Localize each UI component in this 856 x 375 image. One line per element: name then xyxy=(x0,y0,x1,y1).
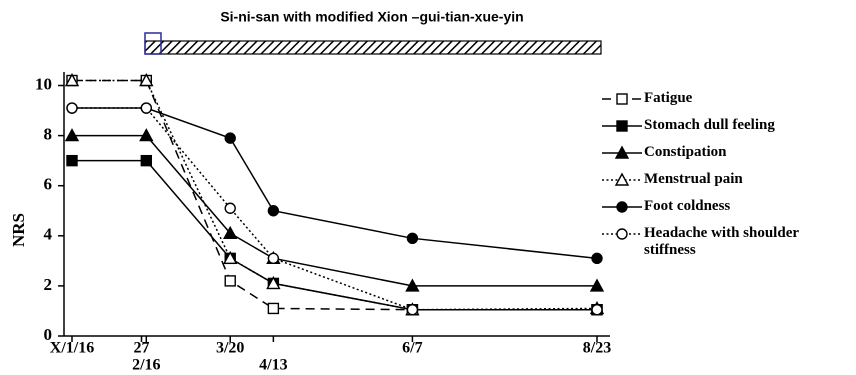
marker xyxy=(591,252,603,265)
marker xyxy=(224,132,236,144)
series-line xyxy=(72,79,598,311)
marker xyxy=(223,250,238,265)
legend-entry: Constipation xyxy=(600,142,856,169)
y-tick-label: 0 xyxy=(44,325,53,344)
treatment-start xyxy=(144,32,162,55)
legend-swatch xyxy=(602,145,642,159)
legend-entry: Foot coldness xyxy=(600,196,856,223)
marker xyxy=(406,303,419,316)
y-tick-label: 4 xyxy=(44,225,53,244)
marker xyxy=(267,205,280,217)
y-tick-label: 2 xyxy=(44,275,53,294)
legend-label: Fatigue xyxy=(644,90,693,106)
marker xyxy=(64,73,80,87)
marker xyxy=(591,303,603,316)
chart-title: Si-ni-san with modified Xion –gui-tian-x… xyxy=(220,9,523,25)
marker xyxy=(616,201,628,213)
series-line xyxy=(72,107,597,311)
y-tick-label: 8 xyxy=(44,125,53,144)
y-tick-label: 6 xyxy=(44,175,53,194)
marker xyxy=(140,154,153,167)
x-tick-label: 8/23 xyxy=(583,340,611,357)
legend-label: Headache with shoulder stiffness xyxy=(644,225,799,258)
legend-label: Constipation xyxy=(644,144,727,160)
legend-entry: Fatigue xyxy=(600,88,856,115)
series-line xyxy=(72,107,598,260)
y-tick-label: 10 xyxy=(35,74,52,93)
legend-swatch xyxy=(602,93,642,105)
x-tick-label: X/1/16 xyxy=(50,340,94,357)
marker xyxy=(267,302,280,315)
marker xyxy=(139,128,154,142)
marker xyxy=(66,102,78,114)
series-line xyxy=(72,79,597,311)
legend-swatch xyxy=(602,172,642,186)
marker xyxy=(616,120,628,132)
legend-label: Foot coldness xyxy=(644,198,731,214)
marker xyxy=(266,275,281,290)
marker xyxy=(614,172,630,186)
legend-entry: Menstrual pain xyxy=(600,169,856,196)
marker xyxy=(267,252,280,265)
legend: Fatigue Stomach dull feeling Constipation M… xyxy=(600,88,856,258)
marker xyxy=(64,128,80,142)
legend-swatch xyxy=(602,120,642,132)
x-tick-label: 2/16 xyxy=(132,357,160,374)
legend-label: Stomach dull feeling xyxy=(644,117,775,133)
x-tick-label: 3/20 xyxy=(216,340,244,357)
legend-entry: Headache with shoulder stiffness xyxy=(600,223,856,258)
marker xyxy=(406,232,419,245)
marker xyxy=(616,228,628,240)
y-axis-label: NRS xyxy=(9,213,28,247)
marker xyxy=(589,278,605,292)
marker xyxy=(140,102,153,114)
legend-entry: Stomach dull feeling xyxy=(600,115,856,142)
series-line xyxy=(72,159,597,311)
marker xyxy=(224,202,236,214)
marker xyxy=(405,278,420,292)
legend-label: Menstrual pain xyxy=(644,171,743,187)
x-tick-label: 27 xyxy=(134,340,150,357)
marker xyxy=(224,275,236,287)
x-tick-label: 6/7 xyxy=(402,340,422,357)
marker xyxy=(223,225,238,240)
marker xyxy=(616,93,628,105)
treatment-bar xyxy=(144,40,602,55)
legend-swatch xyxy=(602,201,642,213)
marker xyxy=(66,154,78,167)
marker xyxy=(614,145,630,159)
x-tick-label: 4/13 xyxy=(259,357,287,374)
series-line xyxy=(72,134,597,287)
legend-swatch xyxy=(602,228,642,240)
marker xyxy=(139,73,154,87)
